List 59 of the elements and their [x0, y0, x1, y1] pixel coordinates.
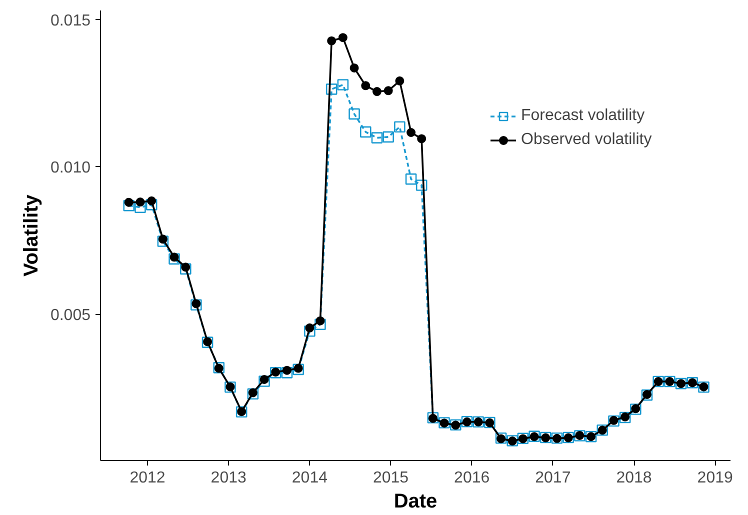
point	[158, 234, 168, 244]
x-tick-label: 2012	[130, 470, 166, 486]
y-axis-title: Volatility	[20, 194, 42, 276]
y-tick-label: 0.015	[50, 12, 91, 30]
point	[382, 131, 394, 143]
x-tick-label: 2013	[210, 470, 247, 486]
point	[168, 253, 180, 265]
point	[190, 299, 202, 311]
point	[417, 134, 426, 144]
point	[314, 318, 326, 330]
point	[248, 388, 258, 398]
y-tick-label: 0.005	[50, 307, 91, 324]
point	[361, 81, 370, 90]
legend-label: Observed volatility	[521, 131, 652, 149]
point	[405, 173, 417, 185]
point	[394, 121, 406, 133]
point	[146, 199, 158, 210]
x-tick-label: 2017	[535, 470, 571, 486]
point	[181, 262, 190, 272]
x-tick-label: 2019	[697, 470, 733, 486]
point	[304, 325, 316, 337]
x-tick-label: 2014	[292, 470, 328, 486]
point	[134, 202, 146, 214]
x-tick-label: 2016	[454, 470, 490, 486]
point	[326, 84, 338, 95]
point	[305, 323, 314, 332]
point	[338, 33, 348, 42]
point	[170, 252, 179, 262]
point	[337, 79, 349, 90]
point	[157, 236, 169, 247]
y-tick-label: 0.010	[50, 160, 91, 177]
point	[282, 366, 292, 375]
point	[281, 367, 293, 378]
point	[371, 132, 383, 144]
point	[180, 263, 192, 275]
point	[360, 126, 372, 138]
x-axis-title: Date	[394, 490, 438, 512]
point	[406, 128, 416, 137]
point	[372, 87, 382, 96]
point	[260, 374, 269, 384]
point	[416, 180, 428, 191]
point	[124, 198, 134, 207]
point	[136, 198, 145, 207]
point	[350, 63, 359, 72]
point	[316, 316, 325, 326]
x-tick-label: 2018	[616, 470, 652, 486]
point	[384, 86, 393, 96]
point	[247, 388, 259, 400]
point	[327, 36, 336, 46]
legend-label: Forecast volatility	[521, 107, 645, 125]
point	[348, 108, 360, 120]
point	[292, 364, 304, 376]
point	[395, 76, 404, 86]
point	[258, 376, 270, 387]
point	[147, 196, 156, 206]
point	[294, 364, 303, 373]
point	[192, 299, 201, 308]
x-tick-label: 2015	[372, 470, 409, 486]
point	[123, 200, 135, 212]
